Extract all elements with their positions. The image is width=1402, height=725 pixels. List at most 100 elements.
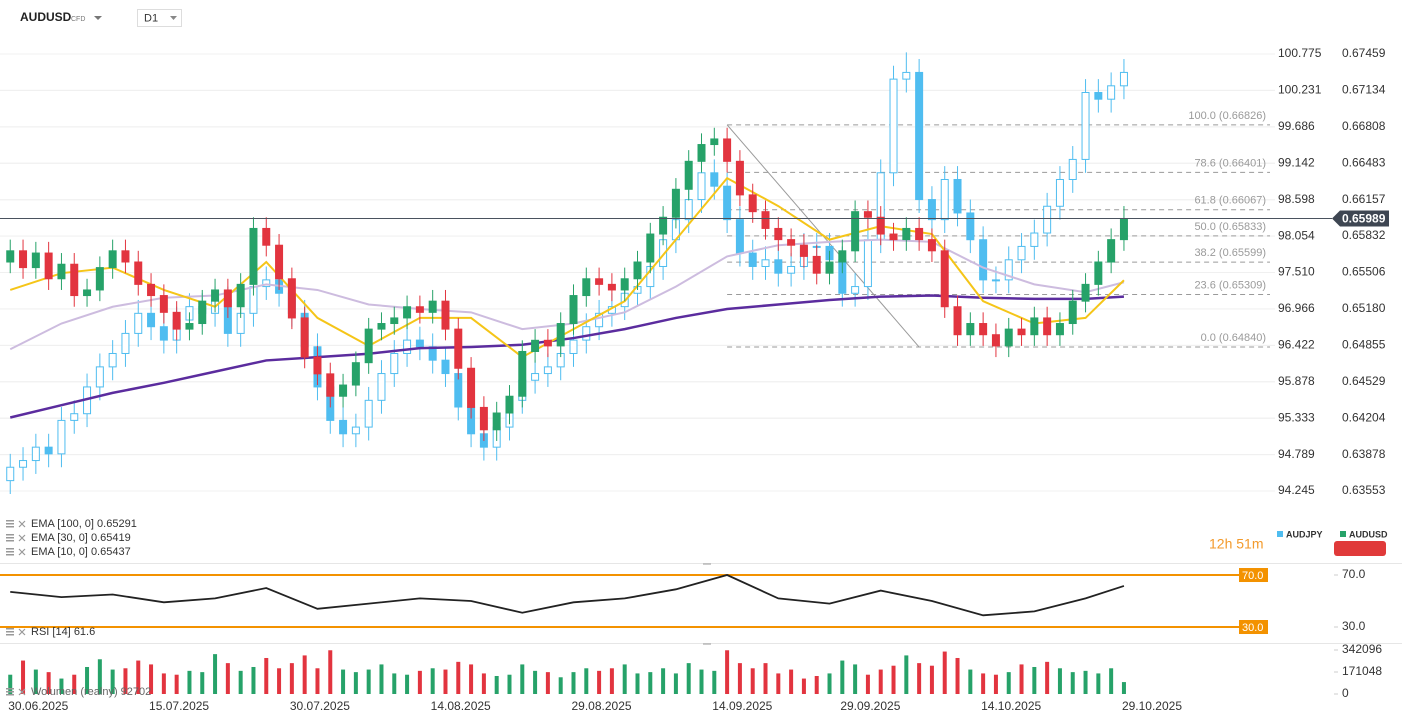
fib-level-label: 78.6 (0.66401): [1194, 157, 1266, 169]
candle-body: [134, 261, 143, 285]
volume-tick-label: 342096: [1342, 642, 1382, 656]
candle-body: [351, 426, 360, 435]
ema-legend: EMA [100, 0] 0.65291: [31, 518, 137, 530]
y2-tick-label: 0.65832: [1342, 228, 1386, 242]
candle-body: [364, 328, 373, 364]
candle-body: [684, 160, 693, 190]
legend-icon: [6, 631, 14, 633]
volume-bar: [853, 664, 858, 694]
interval-dropdown-arrow[interactable]: [170, 16, 177, 20]
candle-body: [684, 199, 693, 221]
candle-body: [415, 306, 424, 313]
volume-bar: [993, 674, 998, 694]
candle-body: [236, 283, 245, 308]
candle-body: [326, 373, 335, 397]
candle-body: [339, 384, 348, 397]
candle-body: [108, 352, 117, 368]
candle-body: [1043, 317, 1052, 336]
candle-body: [966, 323, 975, 336]
x-tick-label: 14.09.2025: [712, 699, 772, 713]
symbol-dropdown-arrow[interactable]: [94, 16, 102, 20]
candle-body: [748, 194, 757, 213]
rsi-level-box: [1239, 620, 1268, 635]
candle-body: [735, 160, 744, 196]
volume-bar: [456, 661, 461, 694]
volume-bar: [1070, 672, 1075, 694]
ema-legend-value: 0.65437: [91, 546, 131, 558]
volume-bar: [955, 657, 960, 694]
candle-body: [1107, 85, 1116, 100]
candle-body: [927, 199, 936, 221]
y2-tick-label: 0.66808: [1342, 119, 1386, 133]
volume-bar: [379, 664, 384, 694]
volume-legend: Wolumen (realny) 92702: [31, 686, 151, 698]
volume-bar: [814, 675, 819, 694]
candle-body: [838, 250, 847, 263]
candle-body: [198, 300, 207, 325]
ema-legend-name: EMA [100, 0]: [31, 518, 94, 530]
legend-icon: [6, 548, 14, 550]
candle-body: [108, 250, 117, 269]
volume-bar: [737, 663, 742, 694]
volume-legend-value: 92702: [121, 686, 152, 698]
volume-bar: [59, 678, 64, 694]
volume-bar: [238, 670, 243, 694]
candle-body: [479, 406, 488, 431]
interval[interactable]: D1: [144, 12, 158, 24]
rsi-tick-label: 70.0: [1342, 567, 1366, 581]
volume-bar: [1096, 673, 1101, 694]
candle-body: [889, 78, 898, 174]
candle-body: [723, 185, 732, 221]
candle-body: [710, 138, 719, 146]
fib-level-label: 38.2 (0.65599): [1194, 247, 1266, 259]
candle-body: [569, 339, 578, 354]
volume-bar: [417, 670, 422, 694]
candle-body: [863, 239, 872, 288]
legend-icon: [6, 554, 14, 556]
candle-body: [697, 172, 706, 201]
legend-remove-icon: [18, 548, 26, 556]
volume-bar: [161, 673, 166, 694]
y-tick-label: 94.245: [1278, 483, 1315, 497]
candle-body: [1094, 92, 1103, 100]
volume-bar: [264, 657, 269, 694]
candle-body: [454, 328, 463, 369]
candle-body: [902, 227, 911, 241]
candle-body: [940, 250, 949, 308]
volume-bar: [609, 668, 614, 694]
alert-badge[interactable]: [1334, 541, 1386, 556]
interval-select[interactable]: [137, 9, 182, 27]
volume-bar: [328, 650, 333, 694]
y2-tick-label: 0.66157: [1342, 192, 1386, 206]
volume-bar: [123, 668, 128, 694]
candle-body: [249, 227, 258, 285]
candle-timer: 12h 51m: [1209, 536, 1263, 552]
candle-body: [543, 339, 552, 347]
symbol[interactable]: AUDUSD: [20, 10, 72, 24]
volume-bar: [1083, 670, 1088, 694]
volume-bar: [545, 672, 550, 694]
candle-body: [748, 252, 757, 267]
candle-body: [159, 295, 168, 313]
rsi-level-box: [1239, 568, 1268, 583]
candle-body: [1017, 328, 1026, 336]
volume-bar: [72, 674, 77, 694]
candle-body: [620, 278, 629, 291]
candle-body: [863, 211, 872, 218]
candle-body: [159, 326, 168, 341]
legend-icon: [6, 694, 14, 696]
x-tick-label: 15.07.2025: [149, 699, 209, 713]
candle-body: [953, 178, 962, 214]
volume-bar: [289, 663, 294, 694]
volume-bar: [97, 659, 102, 694]
volume-bar: [174, 674, 179, 694]
volume-bar: [686, 663, 691, 694]
candle-body: [1094, 261, 1103, 285]
volume-bar: [891, 665, 896, 694]
volume-bar: [1032, 666, 1037, 694]
candle-body: [774, 227, 783, 241]
candle-body: [364, 399, 373, 428]
volume-bar: [430, 668, 435, 694]
y2-tick-label: 0.65506: [1342, 265, 1386, 279]
candle-body: [697, 144, 706, 162]
